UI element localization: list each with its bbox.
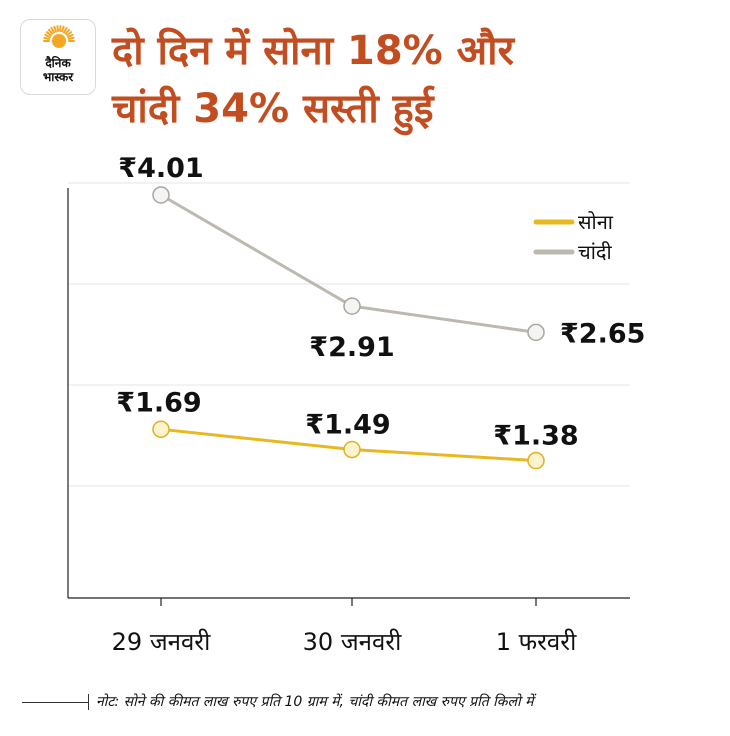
- data-label: ₹1.38: [493, 421, 578, 452]
- sun-ray: [67, 33, 74, 38]
- title-line-2: चांदी 34% सस्ती हुई: [112, 86, 434, 132]
- footnote: नोट: सोने की कीमत लाख रुपए प्रति 10 ग्रा…: [22, 692, 712, 712]
- sun-ray: [56, 25, 59, 33]
- data-label: ₹2.65: [560, 318, 645, 349]
- data-label: ₹4.01: [118, 153, 203, 184]
- sun-ray: [64, 28, 71, 35]
- data-point: [343, 440, 361, 459]
- sun-ray: [63, 27, 68, 34]
- footnote-divider: [88, 694, 89, 710]
- sun-icon: [43, 25, 75, 48]
- data-label: ₹1.49: [305, 410, 390, 441]
- dainik-bhaskar-logo: दैनिक भास्कर: [20, 19, 96, 95]
- sun-ray: [47, 28, 54, 35]
- footnote-rule: [22, 702, 88, 703]
- sun-ray: [44, 33, 51, 38]
- page-title: दो दिन में सोना 18% और चांदी 34% सस्ती ह…: [112, 22, 712, 138]
- sun-ray: [59, 25, 62, 33]
- title-line-1: दो दिन में सोना 18% और: [112, 28, 514, 74]
- data-point: [152, 420, 170, 439]
- sun-ray: [50, 27, 55, 34]
- sun-ray: [66, 31, 73, 37]
- sun-ray: [61, 25, 65, 33]
- x-tick-label: 29 जनवरी: [112, 628, 211, 656]
- sun-ray: [53, 25, 57, 33]
- data-point: [527, 323, 545, 342]
- sun-ray: [43, 36, 51, 40]
- data-point: [527, 451, 545, 470]
- data-label: ₹2.91: [309, 332, 394, 363]
- logo-text-line1: दैनिक: [45, 56, 71, 70]
- logo-text-line2: भास्कर: [42, 70, 74, 84]
- price-line-chart: 29 जनवरी 30 जनवरी 1 फरवरी ₹4.01 ₹2.91 ₹2.65 ₹1…: [67, 153, 645, 656]
- x-tick-label: 1 फरवरी: [496, 628, 577, 656]
- footnote-text: नोट: सोने की कीमत लाख रुपए प्रति 10 ग्रा…: [96, 694, 534, 710]
- data-point: [343, 297, 361, 315]
- sun-ray: [45, 31, 52, 37]
- x-tick-label: 30 जनवरी: [303, 628, 402, 656]
- data-point: [152, 186, 170, 204]
- legend-label: सोना: [578, 210, 614, 234]
- sun-ray: [67, 36, 75, 40]
- legend-label: चांदी: [578, 240, 613, 264]
- data-label: ₹1.69: [116, 387, 201, 418]
